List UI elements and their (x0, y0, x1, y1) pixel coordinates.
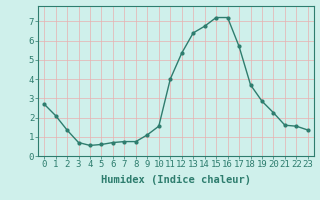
X-axis label: Humidex (Indice chaleur): Humidex (Indice chaleur) (101, 175, 251, 185)
